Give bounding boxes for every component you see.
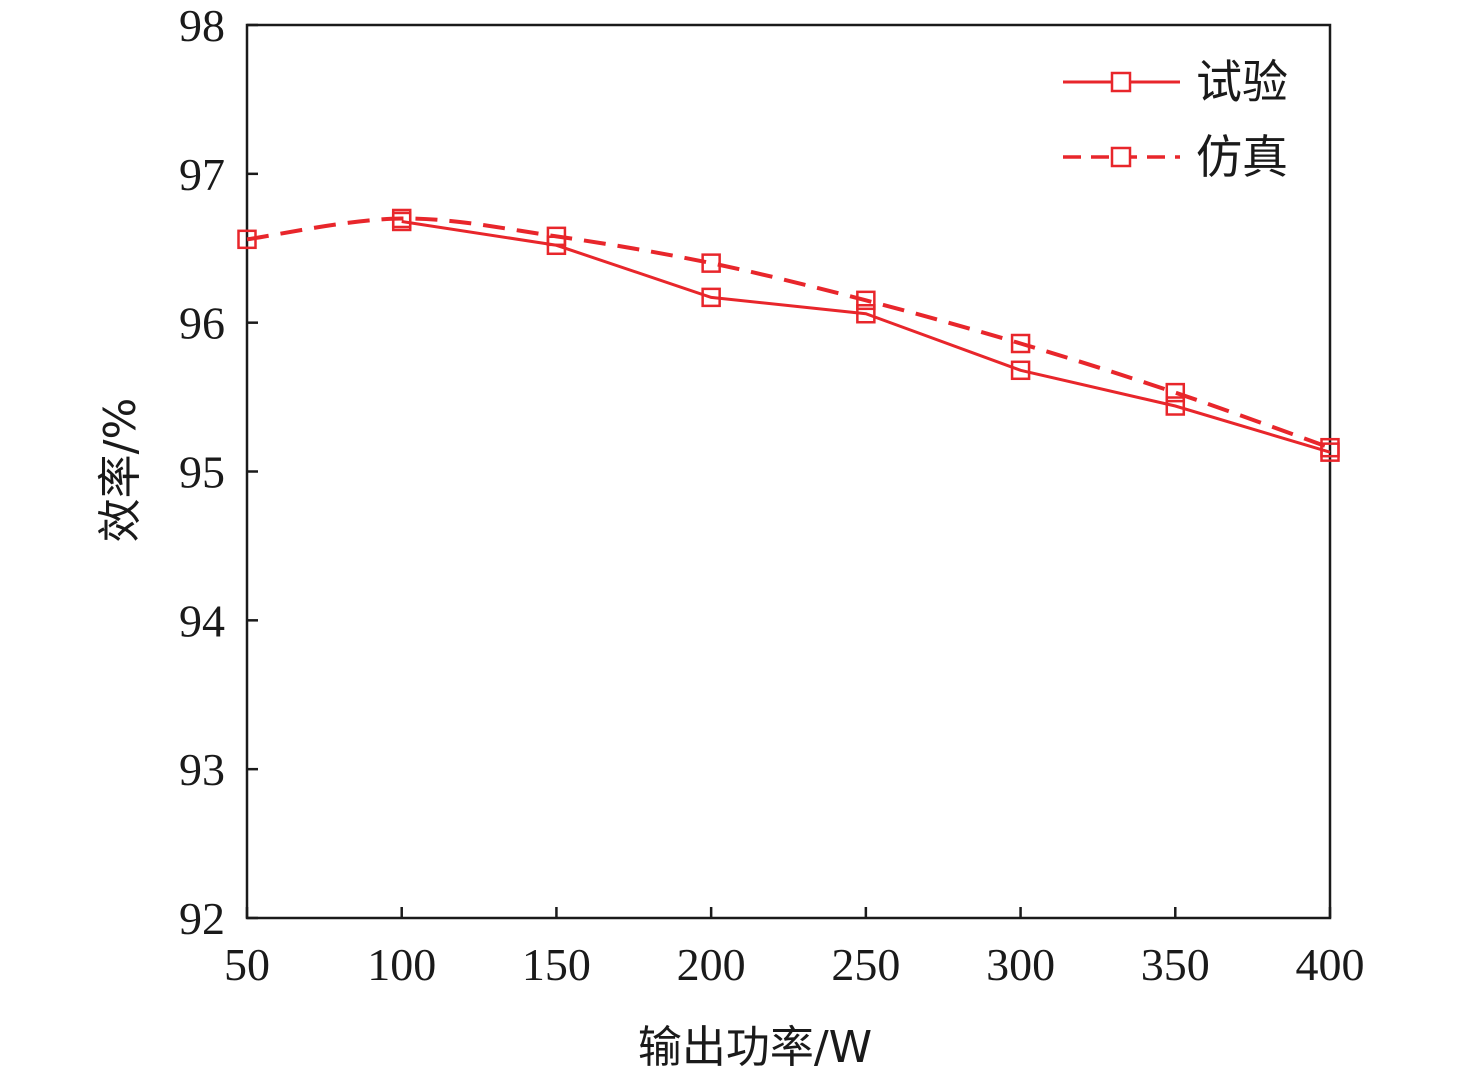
y-axis-label: 效率/% [95,398,146,543]
series-layer [237,208,1340,462]
legend-label-试验: 试验 [1196,55,1288,109]
series-0-point [701,287,721,308]
y-tick-label: 95 [179,447,225,498]
series-0-point [856,303,876,324]
x-axis-ticks: 50 100 150 200 250 300 350 400 [224,907,1365,990]
legend: 试验 仿真 [1063,55,1288,184]
x-tick-label: 300 [986,939,1055,990]
series-0-line [401,219,1331,454]
y-tick-label: 93 [179,744,225,795]
x-tick-label: 150 [522,939,591,990]
x-axis-label: 输出功率/W [638,1022,872,1073]
y-tick-label: 94 [179,595,225,646]
legend-marker-仿真 [1110,146,1132,168]
x-tick-label: 350 [1141,939,1210,990]
series-1-point [856,290,876,311]
series-1-point [701,253,721,273]
x-tick-label: 100 [367,939,436,990]
y-tick-label: 96 [179,298,225,349]
x-tick-label: 50 [224,939,270,990]
y-tick-label: 92 [179,893,225,944]
legend-label-仿真: 仿真 [1196,130,1288,184]
series-1-point [237,229,257,250]
series-0-point [391,211,412,232]
y-axis-ticks: 92 93 94 95 96 97 98 [179,0,258,944]
x-tick-label: 400 [1296,939,1365,990]
y-tick-label: 97 [179,149,225,200]
plot-frame [245,23,1332,920]
series-0-point [1320,442,1340,462]
series-1-line [246,216,1331,450]
series-1-point [1010,333,1031,354]
x-tick-label: 200 [677,939,746,990]
y-tick-label: 98 [179,0,225,51]
series-0-point [546,235,567,256]
legend-marker-试验 [1110,71,1132,93]
series-0-point [1165,396,1186,416]
series-1-point [1165,382,1186,403]
x-tick-label: 250 [831,939,900,990]
series-0-point [1010,360,1031,381]
